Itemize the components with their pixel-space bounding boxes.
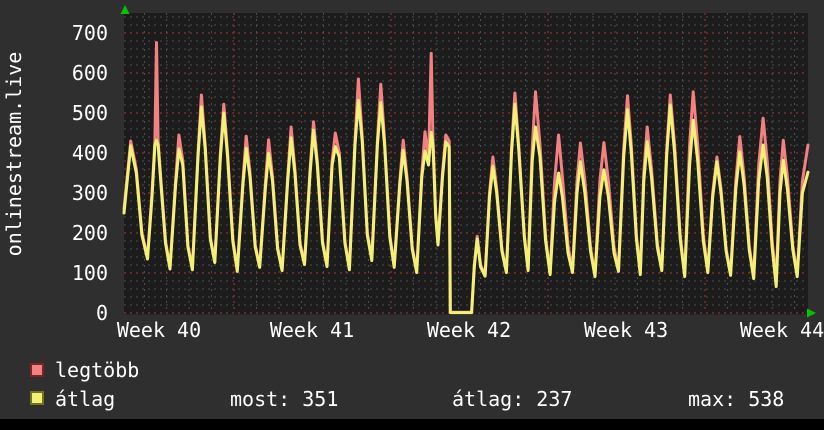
stat-atlag: átlag: 237 xyxy=(452,387,573,411)
x-week-label: Week 44 xyxy=(739,318,824,342)
x-week-label: Week 41 xyxy=(269,318,355,342)
legend-label-max: legtöbb xyxy=(55,358,140,382)
y-tick-label: 0 xyxy=(95,301,108,325)
legend-swatch-max xyxy=(30,363,44,377)
x-week-label: Week 43 xyxy=(583,318,669,342)
y-tick-label: 200 xyxy=(71,221,108,245)
y-tick-label: 700 xyxy=(71,21,108,45)
x-week-label: Week 40 xyxy=(116,318,202,342)
y-tick-label: 100 xyxy=(71,261,108,285)
legend-swatch-avg xyxy=(30,391,44,405)
x-week-label: Week 42 xyxy=(426,318,512,342)
y-tick-label: 500 xyxy=(71,101,108,125)
y-tick-label: 400 xyxy=(71,141,108,165)
y-tick-label: 600 xyxy=(71,61,108,85)
stat-most: most: 351 xyxy=(230,387,339,411)
bottom-bar xyxy=(0,419,824,430)
y-tick-label: 300 xyxy=(71,181,108,205)
stat-max: max: 538 xyxy=(688,387,785,411)
legend-label-avg: átlag xyxy=(55,387,116,411)
